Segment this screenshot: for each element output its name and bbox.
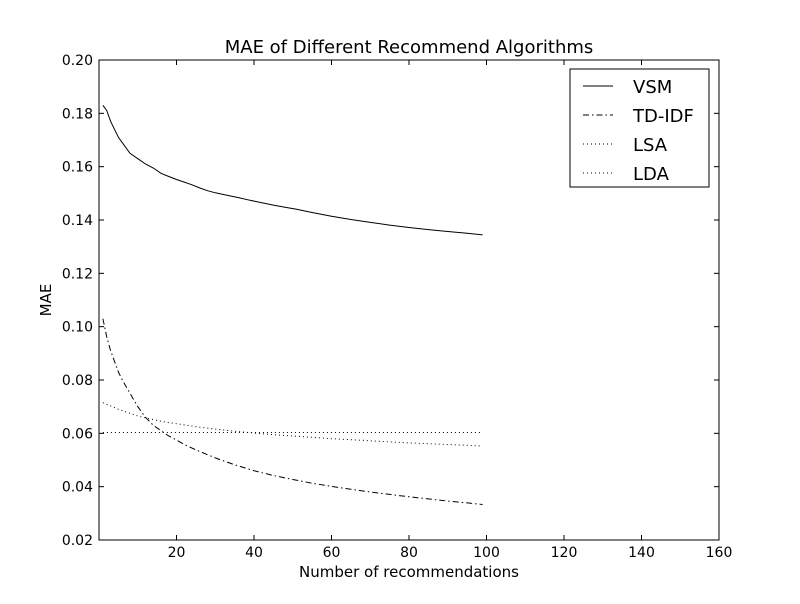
series-line-vsm [102, 105, 483, 236]
y-tick-label: 0.04 [62, 480, 93, 496]
y-tick-label: 0.10 [62, 320, 93, 336]
x-tick-label: 100 [473, 545, 500, 561]
x-tick-label: 140 [628, 545, 655, 561]
x-tick-label: 40 [245, 545, 263, 561]
legend-label-lda: LDA [633, 164, 670, 185]
legend-label-td-idf: TD-IDF [632, 106, 694, 127]
y-tick-label: 0.12 [62, 266, 93, 282]
chart-title: MAE of Different Recommend Algorithms [225, 37, 594, 58]
x-tick-label: 20 [168, 545, 186, 561]
series-line-td-idf [102, 318, 483, 505]
legend: VSM TD-IDF LSA LDA [569, 68, 710, 188]
x-axis-label: Number of recommendations [299, 563, 519, 581]
y-tick-label: 0.14 [62, 213, 93, 229]
y-tick-label: 0.16 [62, 160, 93, 176]
series-layer [102, 105, 483, 505]
y-tick-label: 0.02 [62, 533, 93, 549]
legend-label-lsa: LSA [633, 135, 668, 156]
plot-area-frame [98, 59, 720, 541]
x-tick-label: 160 [706, 545, 733, 561]
ticks-layer: 20 40 60 80 100 120 140 160 0.02 0.04 0.06 0.08 0.10… [62, 53, 733, 561]
y-axis-label: MAE [37, 284, 55, 317]
y-tick-label: 0.08 [62, 373, 93, 389]
x-tick-label: 80 [400, 545, 418, 561]
legend-label-vsm: VSM [633, 77, 672, 98]
y-tick-label: 0.18 [62, 106, 93, 122]
x-tick-label: 120 [551, 545, 578, 561]
series-line-lsa [102, 402, 483, 447]
legend-box [569, 68, 710, 188]
y-tick-label: 0.20 [62, 53, 93, 69]
x-tick-label: 60 [323, 545, 341, 561]
y-tick-label: 0.06 [62, 426, 93, 442]
